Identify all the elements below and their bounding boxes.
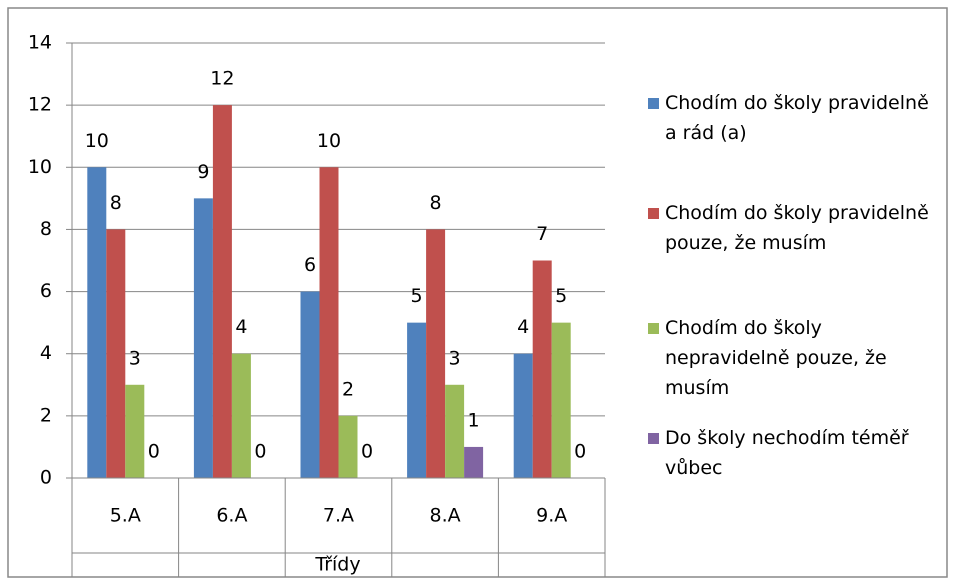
data-label: 3	[449, 347, 461, 369]
y-tick-label: 2	[40, 404, 52, 426]
legend-swatch	[648, 323, 659, 334]
y-tick-label: 8	[40, 218, 52, 240]
legend-item: Do školy nechodím téměř vůbec	[648, 423, 943, 483]
data-label: 4	[235, 316, 247, 338]
bar	[464, 446, 484, 478]
y-tick-label: 10	[28, 156, 52, 178]
bar	[513, 353, 533, 478]
x-tick-label: 9.A	[536, 505, 567, 527]
data-label: 10	[85, 130, 109, 152]
legend-item: Chodím do školy nepravidelně pouze, že m…	[648, 313, 943, 403]
data-label: 6	[304, 254, 316, 276]
bar	[319, 167, 339, 479]
x-tick-label: 6.A	[216, 505, 247, 527]
bar	[193, 198, 213, 478]
bar	[338, 415, 358, 478]
data-label: 0	[574, 441, 586, 463]
y-tick-label: 12	[28, 94, 52, 116]
bar	[300, 291, 320, 478]
data-label: 7	[536, 223, 548, 245]
data-label: 8	[430, 192, 442, 214]
data-label: 2	[342, 378, 354, 400]
y-tick-label: 0	[40, 467, 52, 489]
legend-item: Chodím do školy pravidelně pouze, že mus…	[648, 198, 943, 258]
bar	[212, 105, 232, 479]
data-label: 0	[254, 441, 266, 463]
bar	[87, 167, 107, 479]
legend-swatch	[648, 433, 659, 444]
bar	[231, 353, 251, 478]
x-tick-label: 7.A	[323, 505, 354, 527]
data-label: 3	[129, 347, 141, 369]
data-label: 4	[517, 316, 529, 338]
y-tick-label: 6	[40, 280, 52, 302]
legend-label: Chodím do školy pravidelně pouze, že mus…	[665, 202, 929, 254]
y-tick-label: 14	[28, 32, 52, 54]
data-label: 1	[468, 409, 480, 431]
data-label: 5	[411, 285, 423, 307]
legend-item: Chodím do školy pravidelně a rád (a)	[648, 88, 943, 148]
bar	[445, 384, 465, 478]
legend-swatch	[648, 98, 659, 109]
x-axis-title: Třídy	[314, 554, 360, 576]
data-label: 5	[555, 285, 567, 307]
chart-border	[7, 7, 948, 578]
data-label: 9	[197, 161, 209, 183]
bar	[551, 322, 571, 478]
data-label: 0	[361, 441, 373, 463]
legend-label: Do školy nechodím téměř vůbec	[665, 427, 909, 479]
legend-label: Chodím do školy pravidelně a rád (a)	[665, 92, 929, 144]
y-tick-label: 4	[40, 342, 52, 364]
bar	[532, 260, 552, 478]
data-label: 8	[110, 192, 122, 214]
bar	[125, 384, 145, 478]
bar	[426, 229, 446, 478]
data-label: 0	[148, 441, 160, 463]
x-tick-label: 5.A	[110, 505, 141, 527]
bar	[407, 322, 427, 478]
legend-swatch	[648, 208, 659, 219]
legend-label: Chodím do školy nepravidelně pouze, že m…	[665, 317, 887, 399]
data-label: 12	[210, 68, 234, 90]
bar	[106, 229, 126, 478]
data-label: 10	[317, 130, 341, 152]
x-tick-label: 8.A	[430, 505, 461, 527]
